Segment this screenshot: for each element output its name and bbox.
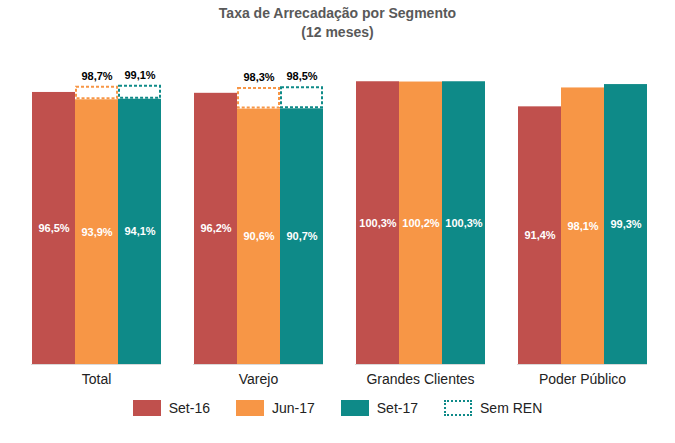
svg-text:99,3%: 99,3% [610,218,641,230]
svg-text:Grandes Clientes: Grandes Clientes [366,371,474,387]
svg-text:91,4%: 91,4% [524,229,555,241]
svg-text:100,2%: 100,2% [402,217,440,229]
svg-text:99,1%: 99,1% [124,69,155,81]
svg-text:93,9%: 93,9% [81,226,112,238]
svg-text:Poder Público: Poder Público [539,371,626,387]
svg-text:98,5%: 98,5% [286,70,317,82]
svg-text:94,1%: 94,1% [124,225,155,237]
svg-text:98,7%: 98,7% [81,70,112,82]
html-text:Set-16: Set-16 [168,400,210,416]
html-text:Set-17: Set-17 [376,400,418,416]
svg-text:100,3%: 100,3% [445,217,483,229]
svg-text:90,6%: 90,6% [243,230,274,242]
svg-text:98,3%: 98,3% [243,71,274,83]
svg-text:96,2%: 96,2% [200,222,231,234]
svg-text:96,5%: 96,5% [38,222,69,234]
svg-text:Varejo: Varejo [239,371,279,387]
html-text:Sem REN: Sem REN [480,400,543,416]
html-text:(12 meses): (12 meses) [301,24,374,40]
html-text:Jun-17: Jun-17 [272,400,315,416]
svg-text:98,1%: 98,1% [567,220,598,232]
svg-text:100,3%: 100,3% [359,217,397,229]
svg-text:90,7%: 90,7% [286,230,317,242]
svg-text:Total: Total [82,371,112,387]
html-text:Taxa de Arrecadação por Segmen: Taxa de Arrecadação por Segmento [218,5,457,21]
